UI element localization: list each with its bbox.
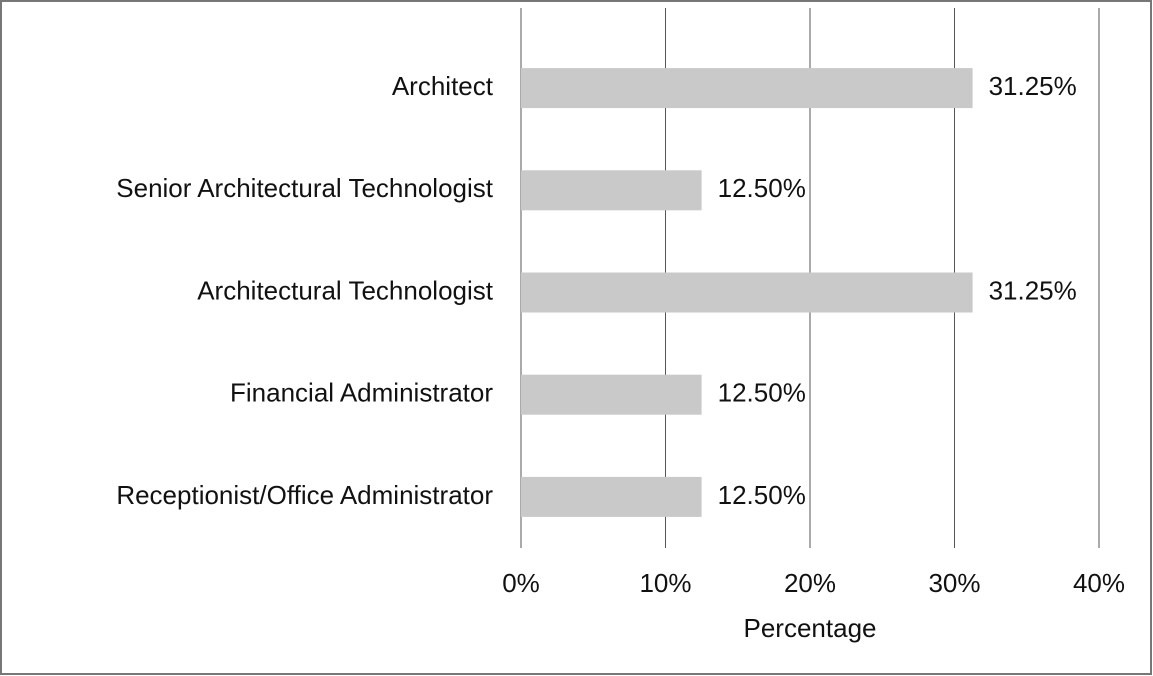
value-label: 12.50% — [718, 480, 806, 510]
y-tick-label: Financial Administrator — [230, 378, 493, 408]
y-tick-label: Architect — [392, 71, 494, 101]
y-tick-label: Architectural Technologist — [197, 275, 494, 305]
bar — [521, 374, 702, 415]
value-label: 12.50% — [718, 378, 806, 408]
x-axis-label: Percentage — [744, 613, 877, 643]
value-label: 31.25% — [989, 71, 1077, 101]
bar — [521, 68, 973, 109]
x-tick-label: 10% — [639, 568, 691, 598]
y-tick-label: Receptionist/Office Administrator — [116, 480, 493, 510]
value-label: 31.25% — [989, 275, 1077, 305]
bar — [521, 476, 702, 517]
x-tick-label: 30% — [928, 568, 980, 598]
x-tick-label: 0% — [502, 568, 540, 598]
x-tick-label: 20% — [784, 568, 836, 598]
bar — [521, 170, 702, 211]
x-tick-label: 40% — [1073, 568, 1125, 598]
value-label: 12.50% — [718, 173, 806, 203]
y-tick-label: Senior Architectural Technologist — [116, 173, 494, 203]
bar — [521, 272, 973, 313]
